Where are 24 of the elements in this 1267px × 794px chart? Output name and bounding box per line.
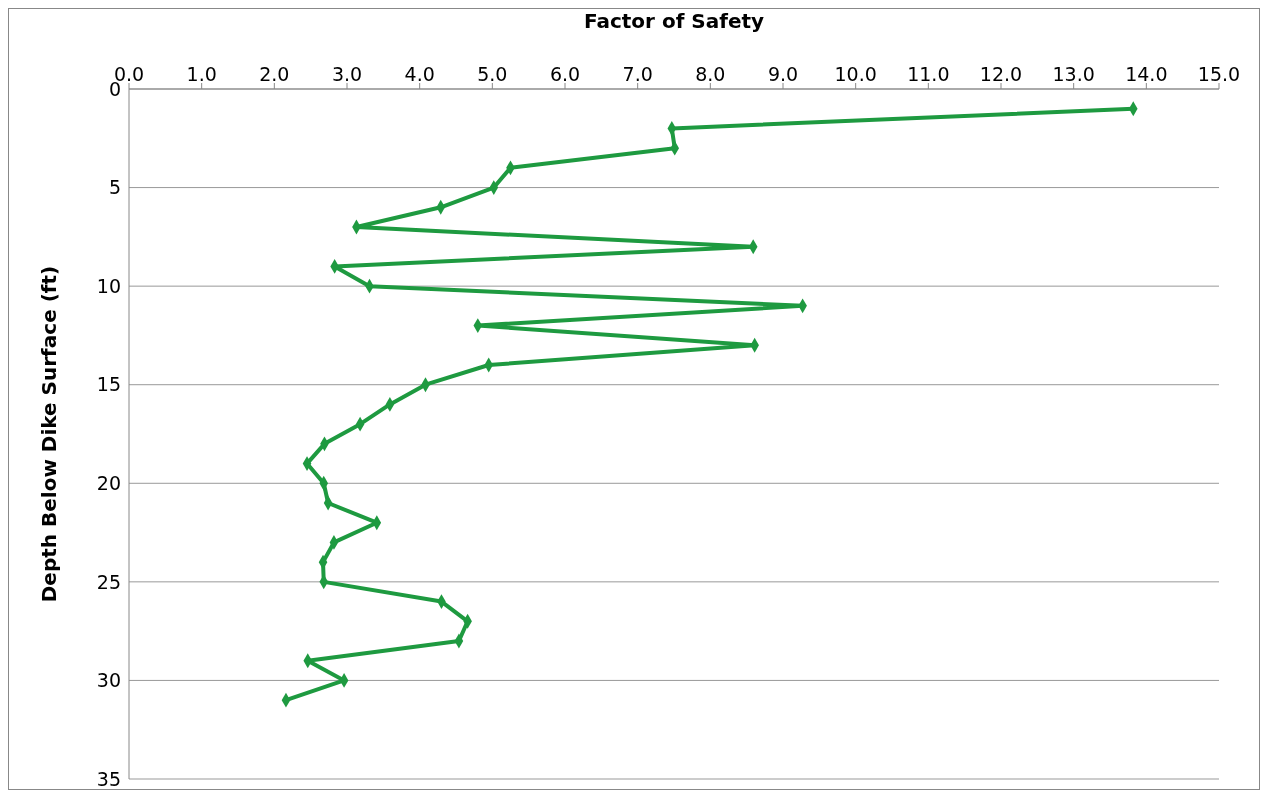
x-axis-title: Factor of Safety — [583, 9, 765, 34]
x-tick-label: 14.0 — [1125, 63, 1168, 85]
y-tick-label: 25 — [96, 570, 121, 593]
x-tick-label: 9.0 — [767, 63, 799, 85]
y-tick-label: 5 — [108, 176, 121, 199]
x-tick-label: 3.0 — [331, 63, 363, 85]
x-tick-label: 8.0 — [695, 63, 726, 85]
x-tick-label: 5.0 — [477, 63, 508, 85]
y-axis-title: Depth Below Dike Surface (ft) — [37, 265, 62, 603]
x-tick-label: 10.0 — [834, 63, 877, 85]
y-tick-label: 30 — [96, 669, 121, 692]
x-tick-label: 2.0 — [259, 63, 290, 85]
x-tick-label: 6.0 — [549, 63, 581, 85]
x-tick-label: 15.0 — [1197, 63, 1241, 85]
x-tick-label: 13.0 — [1052, 63, 1095, 85]
y-tick-label: 35 — [96, 767, 121, 790]
y-tick-label: 10 — [96, 274, 121, 297]
x-tick-label: 4.0 — [404, 63, 435, 85]
x-tick-label: 1.0 — [186, 63, 217, 85]
x-tick-label: 12.0 — [979, 63, 1023, 85]
x-tick-label: 11.0 — [907, 63, 950, 85]
x-tick-label: 7.0 — [622, 63, 653, 85]
y-tick-label: 20 — [96, 472, 121, 495]
y-tick-label: 15 — [96, 373, 121, 396]
